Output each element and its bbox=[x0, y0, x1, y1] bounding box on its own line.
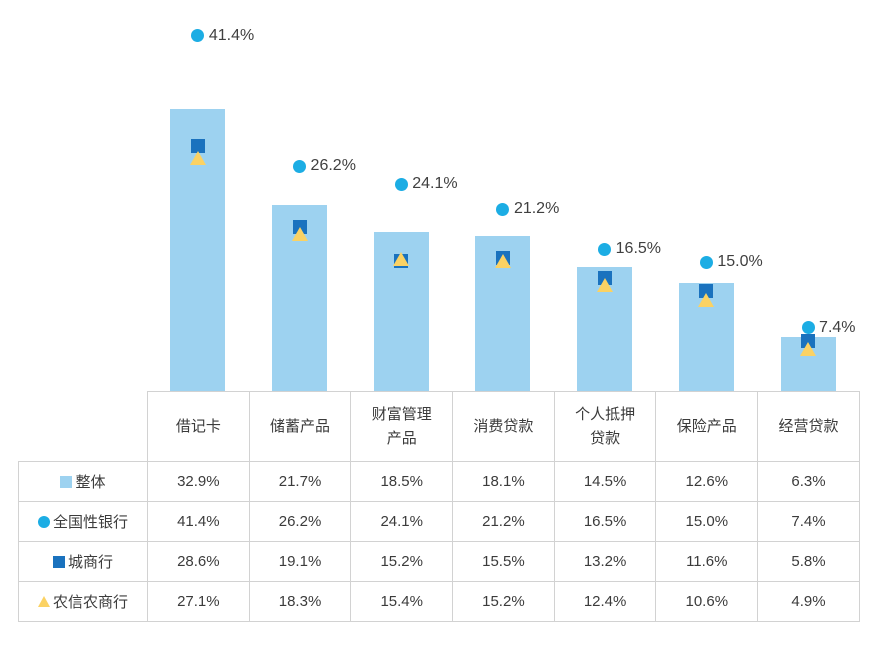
triangle-marker-col-0 bbox=[189, 151, 206, 166]
chart-data-table: 借记卡 储蓄产品 财富管理 产品 消费贷款 个人抵押 贷款 保险产品 经营贷款 … bbox=[18, 391, 860, 622]
cell-city-2: 15.2% bbox=[350, 541, 454, 582]
cell-city-6: 5.8% bbox=[757, 541, 860, 582]
cell-national-0: 41.4% bbox=[147, 501, 250, 542]
table-row-national-banks: 全国性银行 41.4% 26.2% 24.1% 21.2% 16.5% 15.0… bbox=[18, 501, 860, 542]
col-header-insurance: 保险产品 bbox=[655, 391, 759, 462]
square-marker-col-0 bbox=[190, 138, 205, 153]
cell-overall-0: 32.9% bbox=[147, 461, 250, 502]
cell-overall-6: 6.3% bbox=[757, 461, 860, 502]
point-label-col-2: 24.1% bbox=[412, 175, 458, 193]
circle-marker-col-0 bbox=[191, 29, 205, 43]
col-header-savings: 储蓄产品 bbox=[248, 391, 352, 462]
cell-city-4: 13.2% bbox=[553, 541, 657, 582]
row-label-overall: 整体 bbox=[18, 461, 148, 502]
cell-rural-4: 12.4% bbox=[553, 581, 657, 622]
point-label-col-0: 41.4% bbox=[208, 26, 255, 44]
triangle-marker-col-3 bbox=[494, 253, 511, 268]
cell-rural-2: 15.4% bbox=[350, 581, 454, 622]
cell-overall-2: 18.5% bbox=[350, 461, 454, 502]
legend-national-banks-circle-icon bbox=[37, 516, 50, 528]
col-header-business-loan: 经营贷款 bbox=[757, 391, 860, 462]
table-header-row: 借记卡 储蓄产品 财富管理 产品 消费贷款 个人抵押 贷款 保险产品 经营贷款 bbox=[19, 391, 860, 462]
triangle-marker-col-6 bbox=[800, 341, 817, 356]
cell-national-4: 16.5% bbox=[553, 501, 657, 542]
cell-national-2: 24.1% bbox=[350, 501, 454, 542]
circle-marker-col-3 bbox=[496, 202, 510, 216]
cell-overall-3: 18.1% bbox=[452, 461, 555, 502]
cell-city-5: 11.6% bbox=[655, 541, 759, 582]
cell-city-0: 28.6% bbox=[147, 541, 250, 582]
col-header-wealth-mgmt: 财富管理 产品 bbox=[350, 391, 454, 462]
triangle-marker-col-4 bbox=[596, 277, 613, 292]
table-corner-cell bbox=[19, 392, 148, 462]
cell-national-5: 15.0% bbox=[655, 501, 759, 542]
cell-rural-3: 15.2% bbox=[452, 581, 555, 622]
col-header-consumer-loan: 消费贷款 bbox=[452, 391, 555, 462]
cell-overall-1: 21.7% bbox=[248, 461, 352, 502]
row-label-city-banks: 城商行 bbox=[18, 541, 148, 582]
cell-rural-5: 10.6% bbox=[655, 581, 759, 622]
cell-national-3: 21.2% bbox=[452, 501, 555, 542]
legend-city-banks-square-icon bbox=[52, 556, 65, 568]
cell-overall-5: 12.6% bbox=[655, 461, 759, 502]
point-label-col-6: 7.4% bbox=[819, 318, 856, 336]
circle-marker-col-6 bbox=[801, 321, 815, 334]
point-label-col-4: 16.5% bbox=[615, 240, 662, 258]
cell-city-3: 15.5% bbox=[452, 541, 555, 582]
cell-overall-4: 14.5% bbox=[553, 461, 657, 502]
table-row-rural-banks: 农信农商行 27.1% 18.3% 15.4% 15.2% 12.4% 10.6… bbox=[18, 581, 860, 622]
col-header-debit-card: 借记卡 bbox=[147, 391, 250, 462]
cell-rural-0: 27.1% bbox=[147, 581, 250, 622]
circle-marker-col-4 bbox=[598, 242, 612, 256]
legend-rural-banks-triangle-icon bbox=[37, 596, 50, 607]
row-label-text: 城商行 bbox=[67, 554, 113, 571]
legend-overall-swatch-icon bbox=[60, 476, 73, 488]
point-label-col-1: 26.2% bbox=[310, 157, 356, 175]
row-label-text: 整体 bbox=[75, 474, 106, 491]
table-row-city-banks: 城商行 28.6% 19.1% 15.2% 15.5% 13.2% 11.6% … bbox=[18, 541, 860, 582]
circle-marker-col-1 bbox=[293, 159, 307, 173]
cell-city-1: 19.1% bbox=[248, 541, 352, 582]
triangle-marker-col-5 bbox=[698, 293, 715, 308]
row-label-national-banks: 全国性银行 bbox=[18, 501, 148, 542]
point-label-col-3: 21.2% bbox=[513, 200, 560, 218]
table-row-overall: 整体 32.9% 21.7% 18.5% 18.1% 14.5% 12.6% 6… bbox=[18, 461, 860, 502]
cell-rural-6: 4.9% bbox=[757, 581, 860, 622]
triangle-marker-col-2 bbox=[393, 251, 410, 266]
row-label-text: 全国性银行 bbox=[52, 514, 128, 531]
circle-marker-col-2 bbox=[394, 177, 408, 191]
row-label-text: 农信农商行 bbox=[52, 594, 128, 611]
circle-marker-col-5 bbox=[699, 255, 713, 269]
row-label-rural-banks: 农信农商行 bbox=[18, 581, 148, 622]
cell-national-1: 26.2% bbox=[248, 501, 352, 542]
cell-national-6: 7.4% bbox=[757, 501, 860, 542]
col-header-mortgage-loan: 个人抵押 贷款 bbox=[553, 391, 657, 462]
point-label-col-5: 15.0% bbox=[717, 253, 763, 271]
cell-rural-1: 18.3% bbox=[248, 581, 352, 622]
triangle-marker-col-1 bbox=[291, 226, 308, 241]
